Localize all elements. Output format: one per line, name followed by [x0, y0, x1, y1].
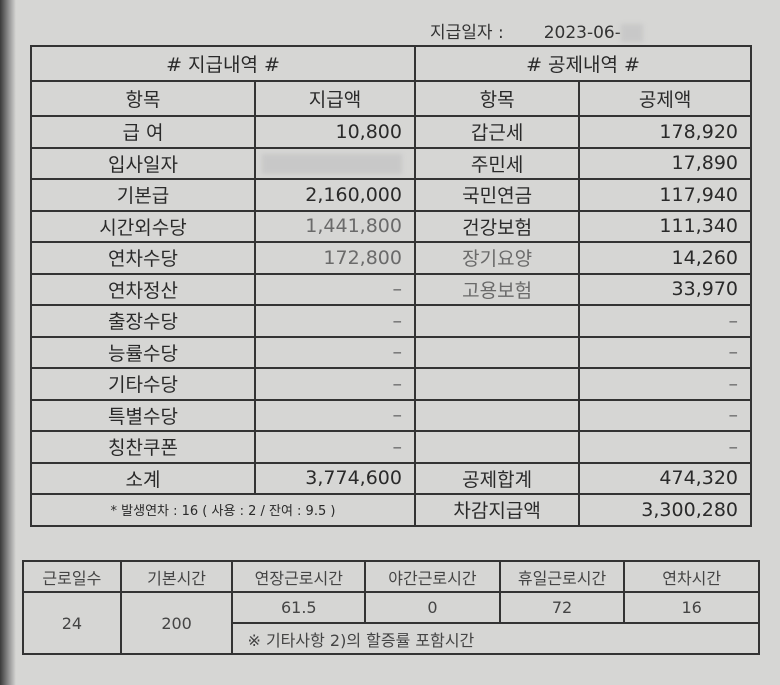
hours-header: 야간근로시간	[364, 560, 501, 593]
table-row: 입사일자 주민세 17,890	[30, 146, 752, 180]
pay-amount: –	[253, 367, 416, 401]
pay-item: 연차정산	[30, 272, 256, 306]
table-row: 출장수당 – –	[30, 304, 752, 338]
deduct-amount: 178,920	[578, 115, 752, 149]
pay-amount: –	[253, 430, 416, 464]
subtotal-label: 소계	[30, 461, 256, 495]
pay-amount: 10,800	[253, 115, 416, 149]
hours-table: 근로일수 기본시간 연장근로시간 야간근로시간 휴일근로시간 연차시간 24 200 61…	[22, 560, 760, 655]
table-row: 칭찬쿠폰 – –	[30, 430, 752, 464]
pay-item: 기본급	[30, 178, 256, 212]
pay-item: 기타수당	[30, 367, 256, 401]
deduct-amount: –	[578, 335, 752, 369]
pay-item: 출장수당	[30, 304, 256, 338]
table-row: 연차수당 172,800 장기요양 14,260	[30, 241, 752, 275]
pay-item: 특별수당	[30, 398, 256, 432]
deduct-amount: 33,970	[578, 272, 752, 306]
deduct-amount: 17,890	[578, 146, 752, 180]
deduct-amount: –	[578, 304, 752, 338]
pay-section-title: # 지급내역 #	[30, 45, 416, 82]
deduct-amount: 111,340	[578, 209, 752, 243]
deduct-total-amount: 474,320	[578, 461, 752, 495]
deduct-col-amount: 공제액	[578, 80, 752, 117]
pay-item: 연차수당	[30, 241, 256, 275]
pay-item: 능률수당	[30, 335, 256, 369]
deduct-item	[413, 304, 581, 338]
deduct-amount: 117,940	[578, 178, 752, 212]
hours-header: 근로일수	[22, 560, 122, 593]
base-hours: 200	[119, 591, 234, 655]
pay-date: 지급일자 : 2023-06-	[430, 18, 643, 43]
deduct-item	[413, 398, 581, 432]
deduct-amount: 14,260	[578, 241, 752, 275]
deduct-col-item: 항목	[413, 80, 581, 117]
deduct-item: 갑근세	[413, 115, 581, 149]
deduct-amount: –	[578, 398, 752, 432]
deduct-item: 장기요양	[413, 241, 581, 275]
deduct-item: 건강보험	[413, 209, 581, 243]
net-pay-amount: 3,300,280	[578, 493, 752, 527]
table-row: 급 여 10,800 갑근세 178,920	[30, 115, 752, 149]
pay-date-label: 지급일자 :	[430, 23, 504, 43]
deduct-amount: –	[578, 430, 752, 464]
hours-note: ※ 기타사항 2)의 할증률 포함시간	[231, 622, 760, 655]
deduct-item	[413, 367, 581, 401]
deduct-item	[413, 335, 581, 369]
annual-leave-note: * 발생연차 : 16 ( 사용 : 2 / 잔여 : 9.5 )	[30, 493, 416, 527]
hours-header: 휴일근로시간	[498, 560, 626, 593]
pay-amount: –	[253, 304, 416, 338]
pay-col-item: 항목	[30, 80, 256, 117]
hours-header: 연차시간	[623, 560, 760, 593]
net-pay-label: 차감지급액	[413, 493, 581, 527]
pay-item: 칭찬쿠폰	[30, 430, 256, 464]
pay-date-value: 2023-06-	[543, 23, 621, 43]
pay-amount: –	[253, 335, 416, 369]
subtotal-amount: 3,774,600	[253, 461, 416, 495]
pay-col-amount: 지급액	[253, 80, 416, 117]
pay-item: 시간외수당	[30, 209, 256, 243]
redacted-day	[620, 24, 643, 42]
deduct-item	[413, 430, 581, 464]
hours-header: 연장근로시간	[231, 560, 367, 593]
pay-amount: 1,441,800	[253, 209, 416, 243]
deduct-item: 국민연금	[413, 178, 581, 212]
night-hours: 0	[364, 591, 501, 624]
pay-amount: –	[253, 398, 416, 432]
paper-edge-shadow	[0, 0, 16, 685]
table-row: 능률수당 – –	[30, 335, 752, 369]
deduct-total-label: 공제합계	[413, 461, 581, 495]
table-row: 시간외수당 1,441,800 건강보험 111,340	[30, 209, 752, 243]
deduct-item: 주민세	[413, 146, 581, 180]
pay-amount: 172,800	[253, 241, 416, 275]
deduct-item: 고용보험	[413, 272, 581, 306]
table-row: 특별수당 – –	[30, 398, 752, 432]
annual-leave-hours: 16	[623, 591, 760, 624]
table-row: 연차정산 – 고용보험 33,970	[30, 272, 752, 306]
pay-item: 급 여	[30, 115, 256, 149]
work-days: 24	[22, 591, 122, 655]
pay-item: 입사일자	[30, 146, 256, 180]
overtime-hours: 61.5	[231, 591, 367, 624]
deduct-section-title: # 공제내역 #	[413, 45, 753, 82]
deduct-amount: –	[578, 367, 752, 401]
pay-amount: –	[253, 272, 416, 306]
redacted-hire-date	[261, 153, 402, 174]
pay-amount	[253, 146, 416, 180]
hours-header: 기본시간	[119, 560, 234, 593]
table-row: 기본급 2,160,000 국민연금 117,940	[30, 178, 752, 212]
payslip-table: # 지급내역 # # 공제내역 # 항목 지급액 항목 공제액 급 여 10,800 갑근세…	[30, 45, 753, 527]
holiday-hours: 72	[498, 591, 626, 624]
pay-amount: 2,160,000	[253, 178, 416, 212]
table-row: 기타수당 – –	[30, 367, 752, 401]
